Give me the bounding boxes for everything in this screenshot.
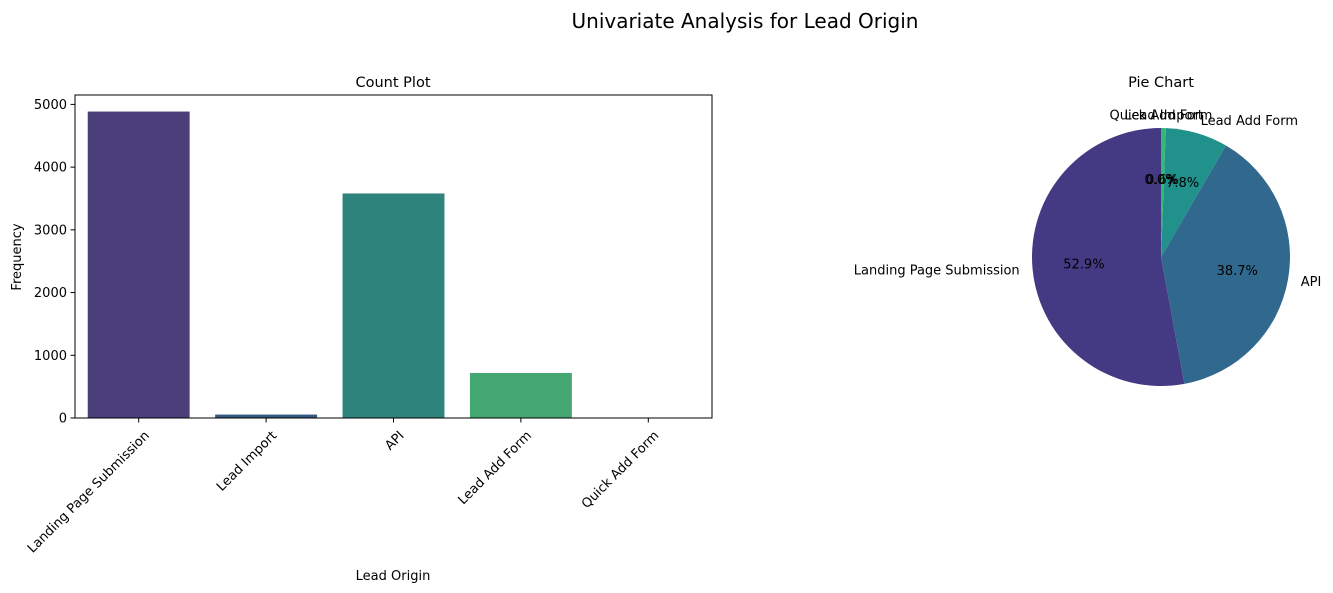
- y-tick-label: 5000: [34, 98, 67, 113]
- pie-pct-lead-add-form: 7.8%: [1166, 176, 1199, 191]
- pie-slices: [1032, 128, 1290, 386]
- bar-lead-import: [215, 414, 318, 418]
- y-axis-label: Frequency: [10, 223, 25, 290]
- slice-api: [1161, 145, 1290, 384]
- slice-lead-import: [1161, 128, 1166, 257]
- pie-label-landing-page-submission: Landing Page Submission: [854, 263, 1020, 278]
- pie-chart: Pie Chart Landing Page Submission 52.9% AP…: [854, 75, 1322, 386]
- plot-frame: [74, 94, 713, 419]
- y-tick-label: 3000: [34, 223, 67, 238]
- pie-label-quick-add-form: Quick Add Form: [1110, 109, 1213, 124]
- pie-label-api: API: [1301, 275, 1322, 290]
- bars: [87, 111, 700, 418]
- x-axis-label: Lead Origin: [356, 569, 431, 584]
- y-tick-label: 0: [59, 412, 67, 427]
- y-tick-label: 4000: [34, 161, 67, 176]
- pie-pct-landing-page-submission: 52.9%: [1063, 258, 1104, 273]
- y-axis-ticks: 0 1000 2000 3000 4000 5000: [34, 98, 75, 427]
- y-tick-label: 1000: [34, 349, 67, 364]
- x-axis-ticks: Landing Page Submission Lead Import API Lea…: [25, 418, 662, 556]
- bar-landing-page-submission: [87, 111, 190, 418]
- pie-pct-lead-import: 0.6%: [1146, 173, 1179, 188]
- x-tick-label: Quick Add Form: [579, 428, 662, 511]
- x-tick-label: Landing Page Submission: [25, 428, 153, 556]
- count-plot: Count Plot 0 1000 2000 3000 4000 5000 Landing…: [10, 75, 713, 584]
- x-tick-label: Lead Add Form: [455, 428, 534, 507]
- pie-pct-quick-add-form: 0.0%: [1144, 173, 1177, 188]
- x-tick-label: API: [382, 428, 407, 453]
- bar-api: [342, 193, 445, 418]
- y-tick-label: 2000: [34, 286, 67, 301]
- count-plot-title: Count Plot: [356, 75, 431, 91]
- pie-label-lead-add-form: Lead Add Form: [1201, 114, 1298, 129]
- pie-labels: Landing Page Submission 52.9% API 38.7% Lead…: [854, 109, 1322, 290]
- pie-pct-api: 38.7%: [1217, 264, 1258, 279]
- x-tick-label: Lead Import: [214, 428, 280, 494]
- figure-title: Univariate Analysis for Lead Origin: [572, 9, 919, 33]
- slice-landing-page-submission: [1032, 128, 1185, 386]
- pie-chart-title: Pie Chart: [1128, 75, 1194, 91]
- pie-label-lead-import: Lead Import: [1124, 109, 1203, 124]
- slice-lead-add-form: [1161, 128, 1226, 257]
- bar-lead-add-form: [469, 372, 572, 418]
